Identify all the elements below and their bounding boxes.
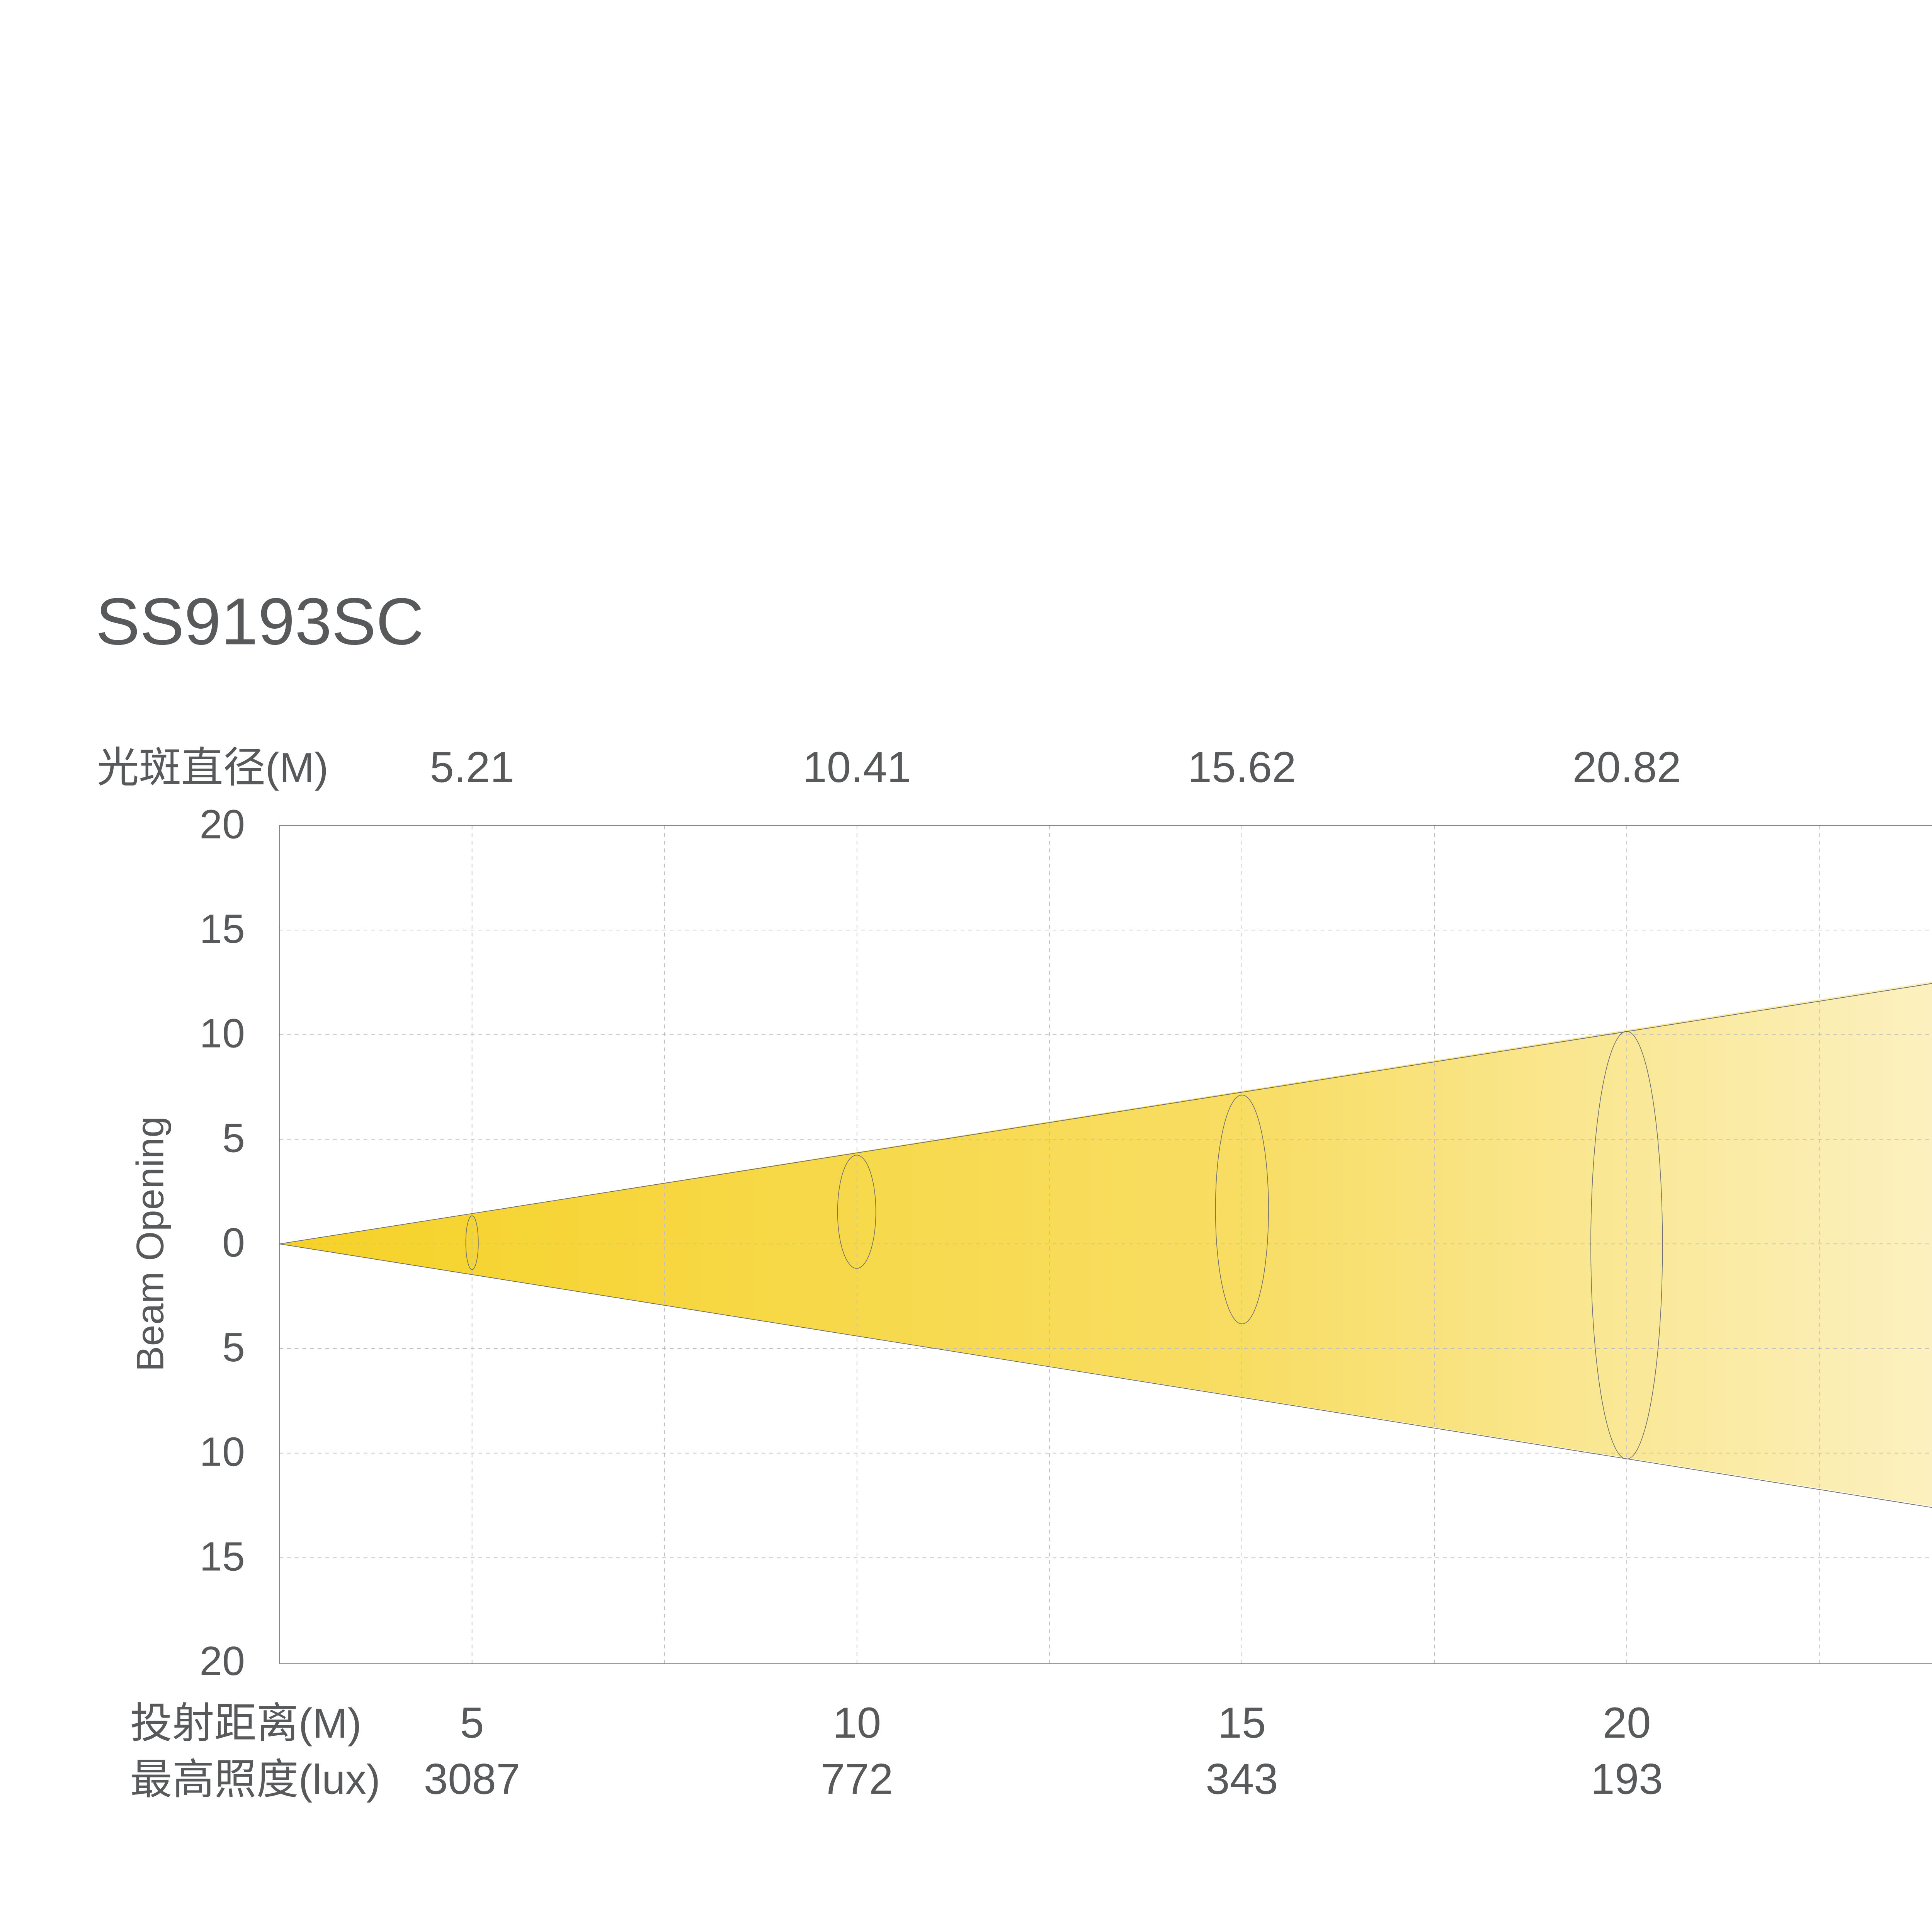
svg-text:投射距离(M): 投射距离(M)	[130, 1700, 362, 1747]
svg-text:15: 15	[199, 1534, 245, 1579]
svg-text:最高照度(lux): 最高照度(lux)	[130, 1756, 381, 1803]
svg-text:15: 15	[1218, 1698, 1266, 1747]
svg-text:SS9193SC: SS9193SC	[96, 585, 424, 658]
svg-text:15.62: 15.62	[1187, 743, 1296, 791]
svg-text:193: 193	[1590, 1754, 1663, 1803]
svg-text:10.41: 10.41	[803, 743, 911, 791]
svg-text:10: 10	[833, 1698, 881, 1747]
svg-text:772: 772	[821, 1754, 893, 1803]
svg-text:20: 20	[1603, 1698, 1651, 1747]
svg-text:5: 5	[222, 1325, 245, 1370]
svg-text:20: 20	[199, 1638, 245, 1684]
svg-text:15: 15	[199, 906, 245, 952]
svg-text:0: 0	[222, 1220, 245, 1265]
svg-text:343: 343	[1206, 1754, 1278, 1803]
svg-text:10: 10	[199, 1429, 245, 1475]
svg-text:20: 20	[199, 801, 245, 847]
svg-text:10: 10	[199, 1011, 245, 1056]
svg-text:5: 5	[222, 1115, 245, 1161]
svg-text:5.21: 5.21	[430, 743, 514, 791]
svg-text:20.82: 20.82	[1573, 743, 1681, 791]
svg-text:5: 5	[460, 1698, 484, 1747]
svg-text:光斑直径(M): 光斑直径(M)	[97, 744, 328, 791]
svg-text:Beam Opening: Beam Opening	[129, 1116, 172, 1372]
svg-text:3087: 3087	[424, 1754, 520, 1803]
